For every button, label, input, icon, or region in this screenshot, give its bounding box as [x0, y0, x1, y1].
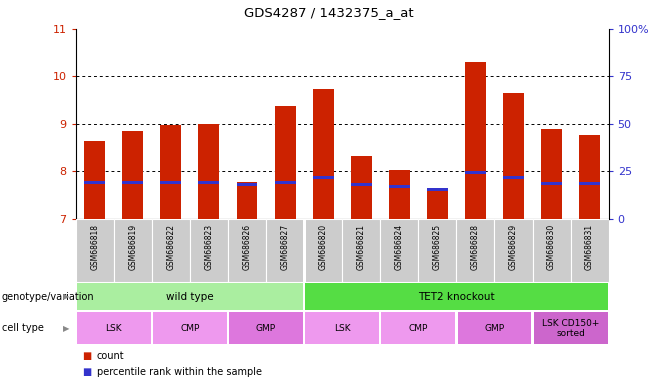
Bar [579, 135, 600, 219]
Bar [228, 219, 266, 282]
Text: GSM686821: GSM686821 [357, 224, 366, 270]
Bar [229, 313, 303, 344]
Text: ▶: ▶ [63, 324, 69, 333]
Text: GMP: GMP [484, 324, 505, 333]
Bar [457, 313, 532, 344]
Bar [313, 175, 334, 179]
Text: GSM686824: GSM686824 [395, 224, 404, 270]
Bar [570, 219, 609, 282]
Text: wild type: wild type [166, 291, 214, 302]
Text: genotype/variation: genotype/variation [2, 291, 95, 302]
Bar [190, 219, 228, 282]
Bar [342, 219, 380, 282]
Bar [494, 219, 532, 282]
Bar [465, 171, 486, 174]
Bar [503, 93, 524, 219]
Text: ▶: ▶ [63, 292, 69, 301]
Bar [274, 181, 295, 184]
Text: percentile rank within the sample: percentile rank within the sample [97, 367, 262, 377]
Text: count: count [97, 351, 124, 361]
Bar [76, 219, 114, 282]
Bar [389, 170, 410, 219]
Text: CMP: CMP [180, 324, 199, 333]
Text: GSM686820: GSM686820 [318, 224, 328, 270]
Text: GMP: GMP [256, 324, 276, 333]
Bar [541, 182, 562, 185]
Text: GSM686829: GSM686829 [509, 224, 518, 270]
Bar [503, 175, 524, 179]
Text: ■: ■ [82, 367, 91, 377]
Bar [532, 219, 570, 282]
Bar [305, 283, 607, 310]
Text: TET2 knockout: TET2 knockout [418, 291, 495, 302]
Bar [84, 181, 105, 184]
Text: LSK: LSK [334, 324, 351, 333]
Bar [84, 141, 105, 219]
Text: GSM686823: GSM686823 [205, 224, 213, 270]
Bar [351, 156, 372, 219]
Bar [236, 182, 257, 219]
Bar [122, 131, 143, 219]
Text: GDS4287 / 1432375_a_at: GDS4287 / 1432375_a_at [244, 6, 414, 19]
Bar [122, 181, 143, 184]
Bar [303, 219, 305, 282]
Text: GSM686822: GSM686822 [166, 224, 175, 270]
Text: CMP: CMP [409, 324, 428, 333]
Text: GSM686828: GSM686828 [471, 224, 480, 270]
Text: GSM686818: GSM686818 [90, 224, 99, 270]
Text: LSK: LSK [105, 324, 122, 333]
Text: ■: ■ [82, 351, 91, 361]
Bar [380, 219, 418, 282]
Bar [427, 188, 448, 191]
Bar [114, 219, 152, 282]
Bar [427, 188, 448, 219]
Bar [418, 219, 457, 282]
Bar [236, 183, 257, 186]
Bar [579, 182, 600, 185]
Bar [351, 183, 372, 186]
Bar [274, 106, 295, 219]
Text: GSM686819: GSM686819 [128, 224, 138, 270]
Bar [161, 125, 182, 219]
Bar [266, 219, 304, 282]
Bar [77, 313, 151, 344]
Bar [313, 89, 334, 219]
Text: GSM686827: GSM686827 [280, 224, 290, 270]
Text: GSM686826: GSM686826 [243, 224, 251, 270]
Bar [465, 62, 486, 219]
Bar [199, 181, 219, 184]
Bar [77, 283, 303, 310]
Text: cell type: cell type [2, 323, 44, 333]
Bar [541, 129, 562, 219]
Text: GSM686830: GSM686830 [547, 224, 556, 270]
Text: LSK CD150+
sorted: LSK CD150+ sorted [542, 319, 599, 338]
Bar [389, 185, 410, 188]
Bar [161, 181, 182, 184]
Bar [534, 313, 607, 344]
Bar [382, 313, 455, 344]
Bar [304, 219, 342, 282]
Text: GSM686831: GSM686831 [585, 224, 594, 270]
Text: GSM686825: GSM686825 [433, 224, 442, 270]
Bar [457, 219, 494, 282]
Bar [305, 313, 379, 344]
Bar [153, 313, 227, 344]
Bar [152, 219, 190, 282]
Bar [199, 124, 219, 219]
